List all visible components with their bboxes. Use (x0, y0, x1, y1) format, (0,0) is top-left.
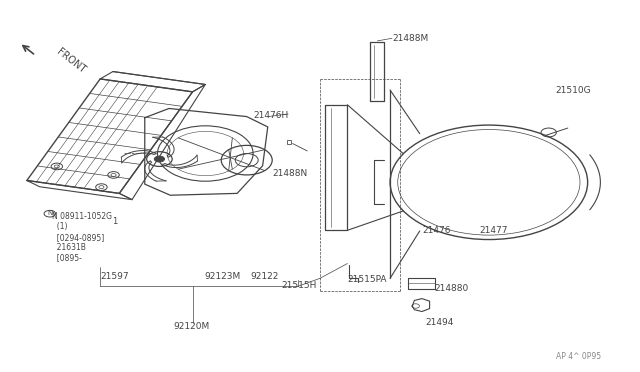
Text: 1: 1 (112, 217, 117, 225)
Text: 92123M: 92123M (204, 272, 240, 281)
Text: 21515H: 21515H (282, 281, 317, 290)
Text: 21488N: 21488N (272, 169, 307, 177)
Text: 21488M: 21488M (392, 34, 428, 43)
Text: 21476H: 21476H (253, 111, 289, 121)
Text: 21494: 21494 (425, 318, 454, 327)
Text: N: N (47, 210, 52, 217)
Text: 21510G: 21510G (556, 86, 591, 94)
Text: 21597: 21597 (100, 272, 129, 281)
Text: 214880: 214880 (435, 284, 469, 293)
Text: N 08911-1052G
  (1)
  [0294-0895]
  21631B
  [0895-: N 08911-1052G (1) [0294-0895] 21631B [08… (52, 212, 113, 262)
Text: AP 4^ 0P95: AP 4^ 0P95 (556, 352, 601, 361)
Text: 92120M: 92120M (173, 322, 210, 331)
Text: 21476: 21476 (422, 226, 451, 235)
Circle shape (154, 156, 164, 162)
Text: 21477: 21477 (479, 226, 508, 235)
Text: 21515PA: 21515PA (348, 275, 387, 283)
Text: 92122: 92122 (250, 272, 278, 281)
Text: FRONT: FRONT (54, 47, 87, 76)
